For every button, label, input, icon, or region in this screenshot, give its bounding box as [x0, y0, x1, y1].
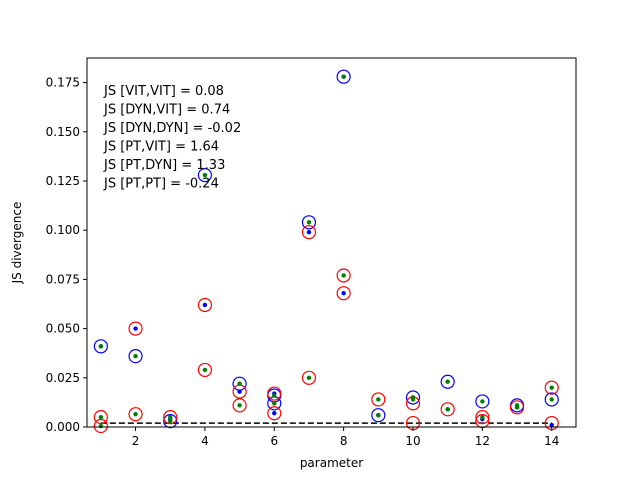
y-tick-label: 0.125 [46, 174, 80, 188]
data-point-ring [336, 69, 351, 84]
y-tick-label: 0.100 [46, 223, 80, 237]
data-point-ring [405, 390, 421, 405]
data-point-ring [301, 215, 317, 230]
annotation-5: JS [PT,DYN] = 1.33 [103, 158, 225, 173]
data-point-ring [371, 392, 386, 407]
axis-ticks: 2 4 6 8 10 12 14 0.000 0.025 0.050 0.075 0.100 0.125… [46, 76, 560, 448]
data-point-ring [336, 268, 351, 283]
x-axis-label: parameter [300, 456, 363, 470]
x-tick-label: 6 [270, 434, 278, 448]
data-point-dot [549, 385, 554, 390]
data-point-dot [202, 302, 208, 308]
data-point-ring [163, 413, 178, 429]
annotation-1: JS [VIT,VIT] = 0.08 [103, 84, 224, 99]
data-point-dot [133, 353, 138, 359]
data-point-dot [376, 412, 381, 418]
data-point-dot [480, 414, 485, 420]
y-tick-label: 0.000 [46, 420, 80, 434]
data-point-ring [197, 167, 213, 183]
y-tick-label: 0.175 [46, 76, 80, 90]
data-point-ring [301, 370, 317, 385]
data-point-dot [98, 344, 104, 349]
x-tick-label: 4 [201, 434, 209, 448]
annotation-4: JS [PT,VIT] = 1.64 [103, 140, 219, 155]
x-tick-label: 14 [544, 434, 559, 448]
data-point-ring [197, 297, 213, 313]
data-point-dot [168, 414, 173, 420]
data-point-dot [376, 397, 381, 402]
data-point-ring [371, 408, 386, 423]
data-point-dot [410, 397, 416, 402]
data-point-dot [341, 74, 346, 79]
data-point-ring [267, 406, 282, 421]
x-tick-label: 2 [132, 434, 140, 448]
data-point-dot [445, 379, 450, 384]
data-point-ring [93, 410, 108, 425]
data-point-ring [475, 410, 490, 425]
data-point-ring [336, 286, 351, 301]
data-point-dot [237, 403, 242, 408]
data-point-dot [306, 220, 312, 225]
data-point-dot [272, 411, 277, 416]
y-tick-label: 0.075 [46, 272, 80, 286]
x-tick-label: 12 [475, 434, 490, 448]
y-tick-label: 0.150 [46, 125, 80, 139]
data-point-dot [202, 367, 208, 373]
data-point-ring [440, 402, 455, 417]
data-point-ring [128, 349, 143, 364]
data-points [93, 69, 559, 434]
data-point-dot [514, 405, 520, 410]
data-point-dot [445, 407, 450, 412]
plot-frame [86, 57, 577, 428]
data-point-dot [133, 326, 138, 331]
data-point-dot [237, 381, 242, 386]
annotation-block: JS [VIT,VIT] = 0.08 JS [DYN,VIT] = 0.74 … [103, 84, 241, 192]
annotation-3: JS [DYN,DYN] = -0.02 [103, 121, 241, 136]
data-point-ring [163, 410, 178, 425]
data-point-dot [272, 393, 277, 398]
y-axis-label: JS divergence [10, 202, 24, 285]
data-point-dot [202, 172, 208, 178]
data-point-ring [509, 400, 525, 415]
data-point-dot [168, 418, 173, 424]
data-point-ring [197, 362, 213, 378]
data-point-dot [237, 389, 242, 394]
data-point-ring [128, 407, 143, 422]
x-tick-label: 8 [340, 434, 348, 448]
data-point-ring [544, 392, 559, 407]
data-point-ring [544, 380, 559, 395]
data-point-dot [98, 423, 104, 429]
data-point-dot [341, 290, 346, 296]
data-point-ring [93, 339, 108, 354]
annotation-2: JS [DYN,VIT] = 0.74 [103, 103, 230, 118]
data-point-ring [128, 321, 143, 336]
annotation-6: JS [PT,PT] = -0.24 [103, 177, 219, 192]
data-point-ring [232, 398, 247, 413]
data-point-dot [341, 273, 346, 278]
y-tick-label: 0.050 [46, 322, 80, 336]
data-point-ring [267, 386, 282, 401]
data-point-ring [475, 394, 490, 409]
data-point-dot [272, 401, 277, 406]
data-point-dot [306, 229, 312, 235]
data-point-dot [98, 414, 104, 420]
data-point-dot [306, 375, 312, 380]
data-point-dot [549, 397, 554, 402]
x-tick-label: 10 [405, 434, 420, 448]
data-point-ring [93, 418, 108, 434]
data-point-ring [301, 225, 317, 240]
data-point-dot [549, 422, 554, 428]
data-point-dot [480, 399, 485, 404]
data-point-ring [440, 374, 455, 389]
data-point-dot [133, 412, 138, 417]
y-tick-label: 0.025 [46, 371, 80, 385]
